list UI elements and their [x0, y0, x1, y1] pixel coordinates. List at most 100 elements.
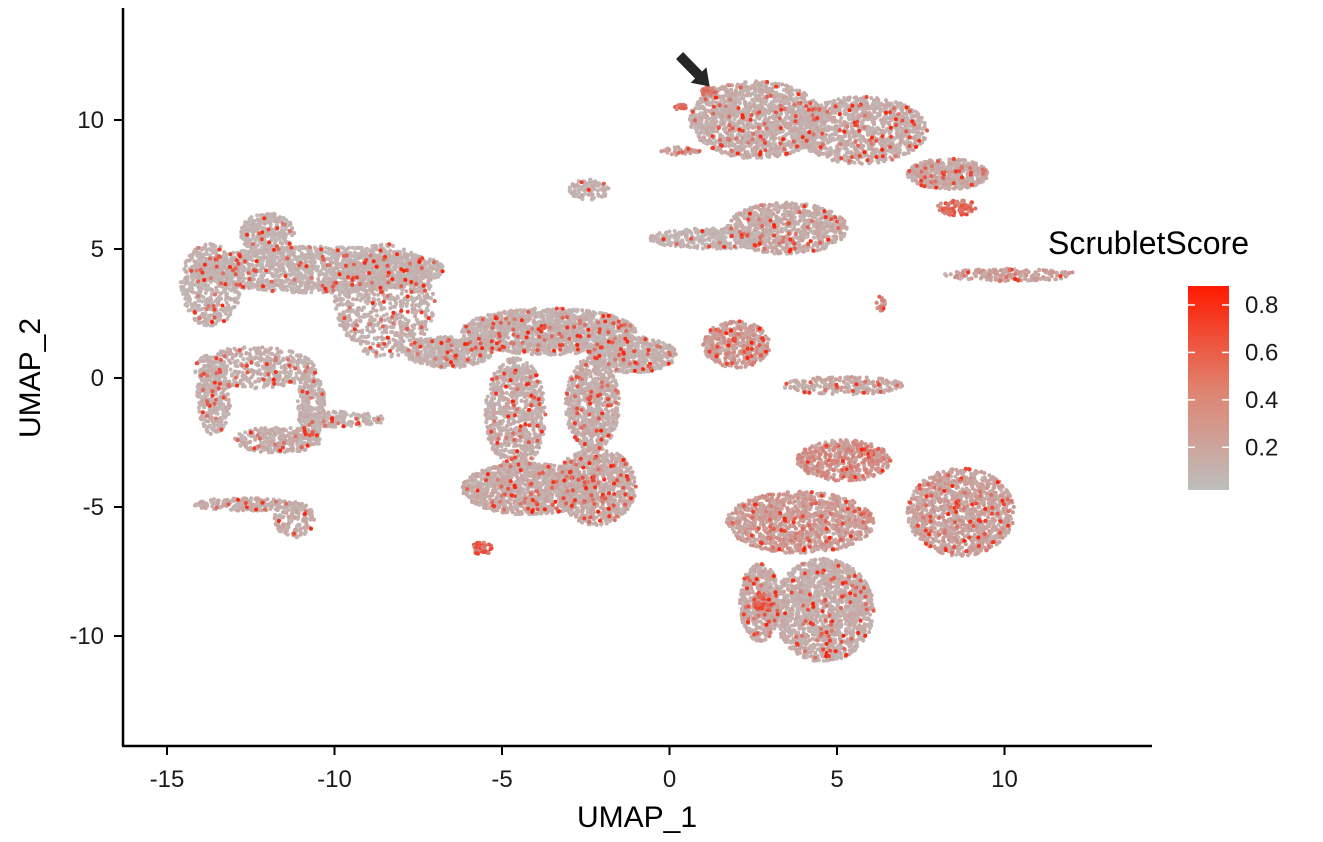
scatter-point — [305, 398, 309, 402]
scatter-point — [316, 277, 320, 281]
scatter-point — [309, 508, 313, 512]
scatter-point — [293, 528, 297, 532]
scatter-point — [254, 273, 258, 277]
scatter-point — [248, 440, 252, 444]
scatter-point — [366, 352, 370, 356]
scatter-point — [204, 257, 208, 261]
scatter-point — [292, 506, 296, 510]
scatter-point — [212, 272, 216, 276]
scatter-point — [345, 413, 349, 417]
scatter-point — [292, 272, 296, 276]
scatter-point — [238, 443, 242, 447]
scatter-point — [266, 497, 270, 501]
scatter-point — [263, 222, 267, 226]
scatter-point — [213, 406, 217, 410]
scatter-point — [222, 265, 226, 269]
scatter-point — [205, 427, 209, 431]
scatter-point — [334, 307, 338, 311]
scatter-point — [362, 335, 366, 339]
scatter-point — [299, 354, 303, 358]
scatter-point — [310, 367, 314, 371]
scatter-point — [380, 335, 384, 339]
scatter-point — [399, 300, 403, 304]
scatter-point — [257, 220, 261, 224]
scatter-point — [299, 533, 303, 537]
scatter-point — [331, 268, 335, 272]
scatter-point — [296, 406, 300, 410]
scatter-point — [318, 280, 322, 284]
scatter-point — [307, 409, 311, 413]
scatter-point — [312, 389, 316, 393]
scatter-point — [342, 416, 346, 420]
scatter-point — [199, 289, 203, 293]
scatter-point — [341, 324, 345, 328]
scatter-point — [273, 431, 277, 435]
scatter-point — [400, 288, 404, 292]
scatter-point — [230, 260, 234, 264]
scatter-point — [234, 364, 238, 368]
scatter-point — [234, 504, 238, 508]
scatter-point — [345, 309, 349, 313]
scatter-point — [224, 405, 228, 409]
scatter-point — [253, 380, 257, 384]
scatter-point — [225, 301, 229, 305]
scatter-point — [255, 228, 259, 232]
scatter-point — [322, 416, 326, 420]
scatter-point — [288, 268, 292, 272]
scatter-point — [190, 306, 194, 310]
scatter-point — [360, 331, 364, 335]
scatter-point — [375, 258, 379, 262]
scatter-point — [265, 249, 269, 253]
scatter-point — [250, 263, 254, 267]
scatter-point — [212, 364, 216, 368]
scatter-point — [261, 448, 265, 452]
scatter-point — [269, 223, 273, 227]
scatter-point — [424, 313, 428, 317]
scatter-point — [248, 354, 252, 358]
scatter-point — [211, 428, 215, 432]
scatter-point — [264, 288, 268, 292]
scatter-point — [322, 280, 326, 284]
scatter-point — [338, 290, 342, 294]
scatter-point — [185, 295, 189, 299]
scatter-point — [366, 341, 370, 345]
scatter-point — [242, 375, 246, 379]
scatter-point — [371, 309, 375, 313]
scatter-point — [224, 294, 228, 298]
scatter-point — [316, 256, 320, 260]
scatter-point — [285, 434, 289, 438]
scatter-point — [425, 292, 429, 296]
scatter-point — [329, 277, 333, 281]
scatter-point — [251, 228, 255, 232]
scatter-point — [415, 318, 419, 322]
scatter-point — [293, 500, 297, 504]
scatter-point — [327, 411, 331, 415]
scatter-point — [317, 382, 321, 386]
scatter-point — [414, 263, 418, 267]
scatter-point — [252, 277, 256, 281]
scatter-point — [281, 522, 285, 526]
scatter-point — [255, 351, 259, 355]
scatter-point — [348, 258, 352, 262]
scatter-point — [240, 437, 244, 441]
scatter-point — [300, 256, 304, 260]
scatter-point — [283, 528, 287, 532]
scatter-point — [203, 424, 207, 428]
scatter-point — [215, 297, 219, 301]
scatter-point — [400, 292, 404, 296]
scatter-point — [270, 230, 274, 234]
scatter-point — [428, 264, 432, 268]
scatter-point — [364, 269, 368, 273]
scatter-point — [284, 428, 288, 432]
scatter-point — [360, 251, 364, 255]
scatter-point — [233, 299, 237, 303]
scatter-point — [319, 402, 323, 406]
scatter-point — [271, 237, 275, 241]
scatter-point — [202, 323, 206, 327]
scatter-point — [229, 361, 233, 365]
scatter-point — [349, 329, 353, 333]
scatter-point — [364, 283, 368, 287]
scatter-point — [208, 359, 212, 363]
scatter-point — [431, 313, 435, 317]
